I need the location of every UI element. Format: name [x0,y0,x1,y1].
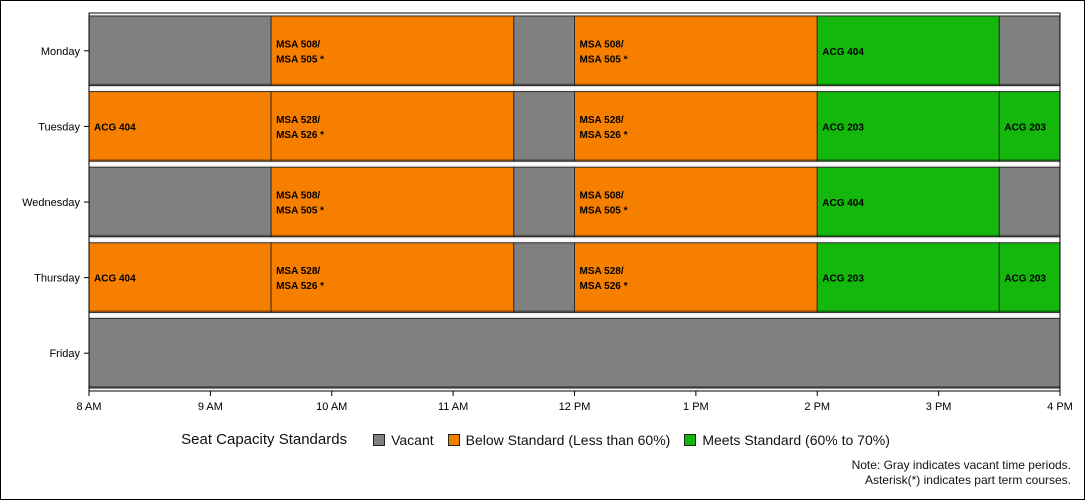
plot-border [88,12,1061,392]
y-tick-label: Monday [41,46,81,58]
bar-label: ACG 203 [1004,122,1046,133]
bar-label: MSA 505 * [580,54,628,65]
schedule-bar-below [574,15,818,87]
chart-notes: Note: Gray indicates vacant time periods… [852,458,1071,488]
schedule-bar-below [574,166,818,238]
x-tick-label: 12 PM [559,401,591,413]
bar-label: ACG 404 [822,198,864,209]
bar-label: ACG 404 [822,47,864,58]
x-tick-label: 10 AM [316,401,347,413]
bar-label: MSA 528/ [580,115,624,126]
legend-label-below: Below Standard (Less than 60%) [465,431,671,448]
day-row-monday: MSA 508/MSA 505 * MSA 508/MSA 505 * ACG 40… [88,14,1061,88]
bar-label: ACG 203 [822,274,864,285]
x-tick-label: 3 PM [926,401,952,413]
day-row-thursday: ACG 404 MSA 528/MSA 526 * MSA 528/MSA 526 … [88,240,1061,315]
schedule-bar-vacant [513,242,575,313]
bar-label: MSA 526 * [276,281,324,292]
bar-label: MSA 528/ [580,266,624,277]
bar-label: ACG 404 [94,122,136,133]
x-tick-label: 11 AM [438,401,468,413]
schedule-bar-below [88,242,272,313]
schedule-bar-vacant [998,15,1061,87]
schedule-bar-vacant [88,15,272,87]
schedule-bar-below [574,242,818,313]
schedule-bar-below [270,15,515,87]
bar-label: ACG 203 [822,122,864,133]
bar-label: MSA 526 * [580,281,628,292]
bar-label: MSA 505 * [276,54,324,65]
room-schedule-chart: MSA 508/MSA 505 * MSA 508/MSA 505 * ACG 40… [22,12,1073,413]
y-tick-label: Friday [49,348,80,360]
bar-label: MSA 508/ [580,39,624,50]
schedule-bar-vacant [88,317,1061,389]
bar-label: MSA 508/ [276,39,320,50]
bar-label: MSA 526 * [276,130,324,141]
legend-item-below: Below Standard (Less than 60%) [447,431,671,448]
bar-label: ACG 404 [94,274,136,285]
x-tick-label: 8 AM [76,401,101,413]
bar-label: MSA 508/ [276,191,320,202]
bar-label: MSA 528/ [276,266,320,277]
bar-label: MSA 526 * [580,130,628,141]
bar-label: MSA 505 * [580,206,628,217]
legend-label-vacant: Vacant [391,431,434,448]
schedule-bar-vacant [998,166,1061,238]
legend: Seat Capacity Standards Vacant Below Sta… [0,431,1085,448]
x-tick-label: 2 PM [804,401,830,413]
day-row-friday [88,316,1061,390]
schedule-bar-below [270,91,515,162]
day-row-tuesday: ACG 404 MSA 528/MSA 526 * MSA 528/MSA 526 … [88,89,1061,164]
bar-label: MSA 505 * [276,206,324,217]
schedule-bar-below [270,242,515,313]
x-tick-label: 4 PM [1047,401,1073,413]
bar-label: MSA 508/ [580,191,624,202]
schedule-bar-below [270,166,515,238]
schedule-bar-vacant [88,166,272,238]
x-tick-label: 1 PM [683,401,709,413]
legend-title: Seat Capacity Standards [181,431,348,448]
schedule-bar-meets [816,15,1000,87]
day-row-wednesday: MSA 508/MSA 505 * MSA 508/MSA 505 * ACG 40… [88,165,1061,239]
y-tick-label: Thursday [34,273,80,285]
note-vacant: Note: Gray indicates vacant time periods… [851,458,1071,472]
legend-swatch-vacant [373,433,386,446]
schedule-bar-meets [998,91,1061,162]
x-tick-label: 9 AM [198,401,223,413]
schedule-bar-below [574,91,818,162]
schedule-bar-meets [816,242,1000,313]
bar-label: ACG 203 [1004,274,1046,285]
schedule-bar-vacant [513,166,575,238]
y-tick-label: Tuesday [38,121,80,133]
schedule-bar-vacant [513,91,575,162]
legend-item-meets: Meets Standard (60% to 70%) [684,432,890,448]
legend-swatch-meets [684,433,697,446]
schedule-bar-meets [816,166,1000,238]
note-asterisk: Asterisk(*) indicates part term courses. [864,473,1071,487]
schedule-bar-below [88,91,272,162]
bar-label: MSA 528/ [276,115,320,126]
schedule-bar-meets [998,242,1061,313]
y-tick-label: Wednesday [22,197,80,209]
legend-label-meets: Meets Standard (60% to 70%) [702,431,890,448]
legend-item-vacant: Vacant [373,432,434,448]
schedule-bar-vacant [513,15,575,87]
legend-swatch-below [447,433,460,446]
